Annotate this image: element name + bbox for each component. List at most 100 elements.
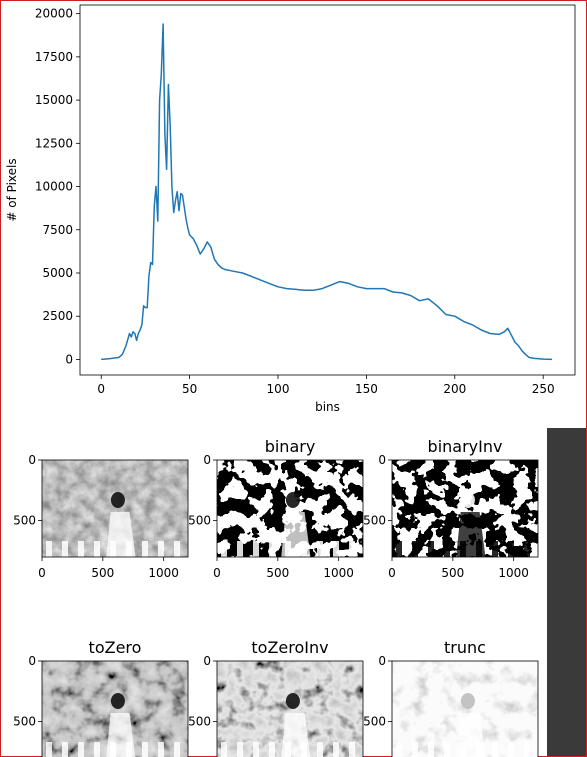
y-tick-label: 0 — [378, 453, 386, 467]
histogram-axes-frame — [79, 4, 576, 376]
fence-post — [142, 742, 148, 757]
fence-post — [94, 742, 100, 757]
y-tick-label: 0 — [65, 352, 73, 366]
fence-post — [158, 742, 164, 757]
y-tick-label: 500 — [188, 715, 211, 729]
panel-title: toZero — [89, 638, 142, 657]
fence-post — [412, 541, 418, 557]
fence-post — [349, 742, 355, 757]
fence-post — [508, 742, 514, 757]
image-panel-binaryInv: binaryInv 0 500 0 500 1000 — [363, 437, 539, 580]
fence-post — [174, 541, 180, 557]
subject-body — [456, 512, 486, 557]
fence-post — [333, 541, 339, 557]
panel-axes-frame — [216, 459, 364, 558]
y-tick-label: 17500 — [35, 50, 73, 64]
histogram-series-line — [101, 23, 553, 361]
x-tick-label: 1000 — [148, 566, 179, 580]
fence-post — [396, 742, 402, 757]
subject-body — [106, 512, 136, 557]
panel-axes-frame — [391, 459, 539, 558]
y-tick-label: 10000 — [35, 180, 73, 194]
y-tick-label: 500 — [13, 715, 36, 729]
y-tick-label: 7500 — [42, 223, 73, 237]
x-tick-label: 50 — [182, 382, 197, 396]
subject-head — [285, 693, 300, 709]
fence-post — [396, 541, 402, 557]
x-tick-label: 0 — [38, 566, 46, 580]
subject-head — [285, 492, 300, 508]
subject-body — [106, 713, 136, 757]
panel-title: binaryInv — [428, 437, 503, 456]
panel-axes-frame — [41, 459, 189, 558]
fence-post — [46, 742, 52, 757]
scrollbar-panel[interactable] — [547, 428, 586, 756]
panel-axes-frame — [391, 660, 539, 757]
fence-post — [221, 541, 227, 557]
x-tick-label: 0 — [388, 566, 396, 580]
y-tick-label: 500 — [363, 715, 386, 729]
fence-post — [253, 742, 259, 757]
subject-head — [460, 492, 475, 508]
fence-post — [174, 742, 180, 757]
fence-post — [269, 541, 275, 557]
panel-image-binary — [217, 460, 363, 557]
fence-post — [253, 541, 259, 557]
fence-post — [158, 541, 164, 557]
fence-post — [492, 541, 498, 557]
fence-post — [237, 541, 243, 557]
x-tick-label: 500 — [91, 566, 114, 580]
y-tick-label: 0 — [28, 654, 36, 668]
fence-post — [317, 742, 323, 757]
y-tick-label: 500 — [188, 514, 211, 528]
y-tick-label: 2500 — [42, 309, 73, 323]
subject-head — [460, 693, 475, 709]
y-tick-label: 0 — [203, 654, 211, 668]
fence-post — [492, 742, 498, 757]
fence-post — [524, 541, 530, 557]
subject-body — [456, 713, 486, 757]
y-tick-label: 0 — [378, 654, 386, 668]
fence-post — [269, 742, 275, 757]
y-tick-label: 15000 — [35, 93, 73, 107]
x-tick-label: 100 — [267, 382, 290, 396]
image-panel-trunc: trunc 0 500 — [363, 638, 539, 757]
panel-image-grayscale — [42, 460, 188, 557]
y-tick-label: 0 — [28, 453, 36, 467]
subject-head — [110, 492, 125, 508]
x-tick-label: 1000 — [498, 566, 529, 580]
x-tick-label: 250 — [532, 382, 555, 396]
panel-image-to-zero-inverted — [217, 661, 363, 757]
panel-image-binary-inverted — [392, 460, 538, 557]
fence-post — [508, 541, 514, 557]
y-tick-label: 500 — [363, 514, 386, 528]
panel-image-to-zero — [42, 661, 188, 757]
x-axis-label: bins — [315, 400, 340, 414]
subject-head — [110, 693, 125, 709]
y-tick-label: 500 — [13, 514, 36, 528]
image-panel-toZero: toZero 0 500 — [13, 638, 189, 757]
fence-post — [412, 742, 418, 757]
panel-axes-frame — [216, 660, 364, 757]
panel-title: binary — [265, 437, 316, 456]
panel-title: trunc — [444, 638, 486, 657]
fence-post — [428, 742, 434, 757]
x-tick-label: 0 — [213, 566, 221, 580]
fence-post — [62, 742, 68, 757]
panel-image-truncated — [392, 661, 538, 757]
x-tick-label: 500 — [266, 566, 289, 580]
fence-post — [221, 742, 227, 757]
fence-post — [62, 541, 68, 557]
fence-post — [94, 541, 100, 557]
fence-post — [349, 541, 355, 557]
x-tick-label: 500 — [441, 566, 464, 580]
fence-post — [46, 541, 52, 557]
fence-post — [444, 541, 450, 557]
y-tick-label: 12500 — [35, 136, 73, 150]
image-panel-gray: 0 500 0 500 1000 — [13, 453, 189, 580]
y-axis-label: # of Pixels — [5, 158, 19, 221]
fence-post — [78, 541, 84, 557]
fence-post — [524, 742, 530, 757]
x-tick-label: 1000 — [323, 566, 354, 580]
